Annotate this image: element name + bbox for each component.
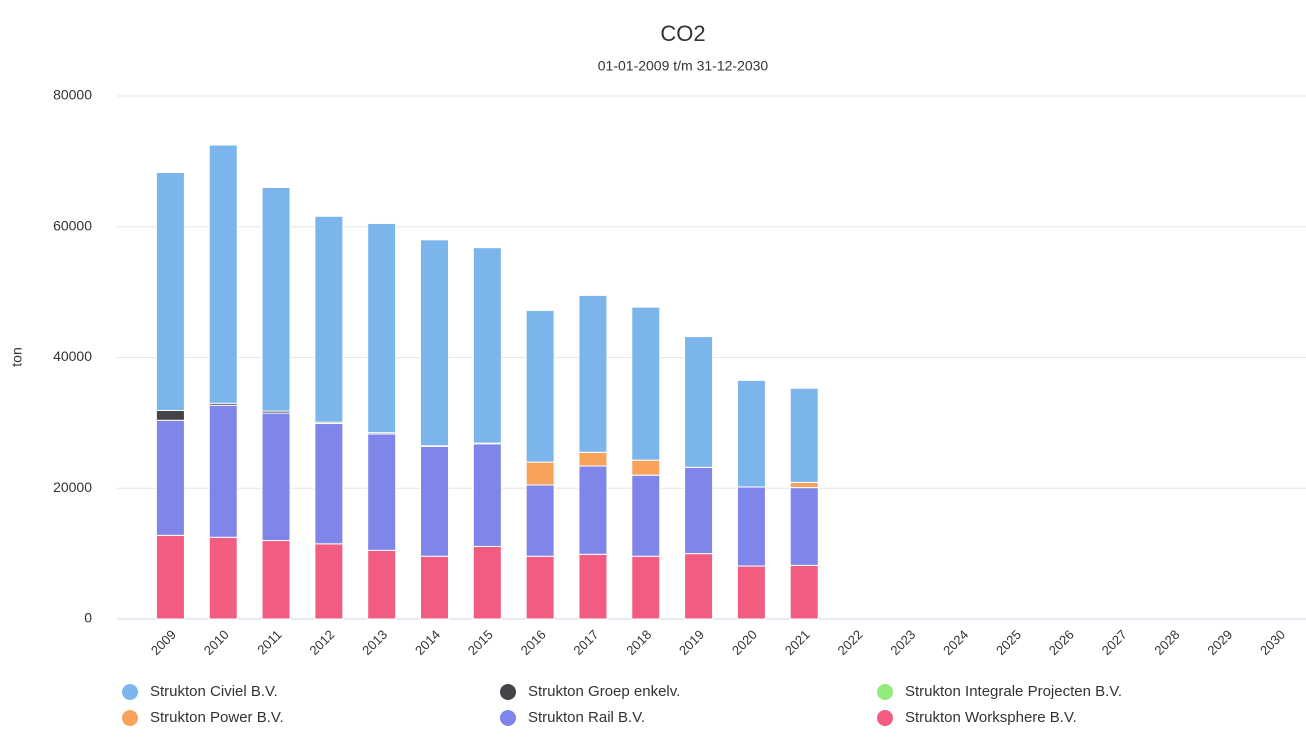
legend-marker [500,710,516,726]
x-tick-label: 2010 [201,627,232,658]
y-tick-label: 20000 [53,479,92,495]
x-tick-label: 2019 [676,627,707,658]
bar-segment [789,564,819,620]
bar-segment [208,404,238,538]
bar-segment [472,443,502,547]
chart-subtitle: 01-01-2009 t/m 31-12-2030 [598,58,769,74]
bar-segment [314,543,344,620]
x-tick-label: 2011 [254,627,284,657]
legend-label: Strukton Rail B.V. [528,709,645,726]
bar-segment [631,474,661,557]
bar-segment [684,553,714,620]
bar-segment [525,484,555,557]
bar-segment [420,555,449,620]
bar-segment [631,459,661,476]
bar-segment [314,215,344,423]
x-tick-label: 2021 [782,627,813,658]
legend-label: Strukton Worksphere B.V. [905,709,1077,726]
x-tick-label: 2023 [887,627,918,658]
bar-segment [578,553,608,620]
x-tick-label: 2025 [993,627,1024,658]
bar-segment [736,379,766,488]
x-tick-label: 2024 [940,627,971,658]
legend-label: Strukton Groep enkelv. [528,683,680,700]
x-tick-label: 2020 [729,627,760,658]
bar-segment [261,540,291,620]
bar-segment [472,545,502,620]
bar-segment [525,309,555,463]
legend-marker [122,710,138,726]
legend-label: Strukton Power B.V. [150,709,284,726]
bar-segment [736,565,766,620]
x-tick-label: 2016 [518,627,549,658]
bar-segment [155,534,185,620]
bar-segment [420,445,449,557]
legend-marker [877,710,893,726]
legend-marker [877,684,893,700]
bar-segment [420,239,449,447]
y-tick-label: 60000 [53,217,92,233]
bar-segment [789,481,819,489]
bar-segment [736,486,766,567]
bar-segment [789,387,819,483]
bar-segment [261,412,291,542]
x-tick-label: 2028 [1151,627,1182,658]
x-tick-label: 2009 [148,627,179,658]
x-tick-label: 2030 [1257,627,1288,658]
bar-segment [789,487,819,566]
x-tick-label: 2013 [359,627,390,658]
x-tick-label: 2012 [306,627,337,658]
x-tick-label: 2014 [412,627,443,658]
bar-segment [684,336,714,468]
bar-segment [155,171,185,411]
legend-marker [122,684,138,700]
bar-segment [367,222,397,434]
bar-segment [314,423,344,545]
bar-segment [155,419,185,536]
bar-segment [261,187,291,412]
bar-segment [525,461,555,486]
y-tick-label: 80000 [53,87,92,103]
bar-segment [367,433,397,551]
bar-segment [578,294,608,453]
x-tick-label: 2015 [465,627,496,658]
bar-segment [578,451,608,467]
bar-segment [631,306,661,461]
legend-label: Strukton Civiel B.V. [150,683,278,700]
x-tick-label: 2029 [1204,627,1235,658]
bar-segment [472,247,502,444]
y-axis-label: ton [9,347,25,366]
bar-segment [684,466,714,555]
x-tick-label: 2017 [570,627,601,658]
bar-segment [578,465,608,555]
bar-segment [155,409,185,421]
bar-segment [367,549,397,620]
bar-segment [525,555,555,620]
chart-title: CO2 [660,21,705,46]
legend-marker [500,684,516,700]
x-tick-label: 2026 [1046,627,1077,658]
bar-segment [208,536,238,620]
y-tick-label: 40000 [53,348,92,364]
x-tick-label: 2022 [835,627,866,658]
x-tick-label: 2018 [623,627,654,658]
bar-segment [208,144,238,404]
bar-segment [631,555,661,620]
legend-label: Strukton Integrale Projecten B.V. [905,683,1122,700]
x-tick-label: 2027 [1099,627,1130,658]
y-tick-label: 0 [84,610,92,626]
